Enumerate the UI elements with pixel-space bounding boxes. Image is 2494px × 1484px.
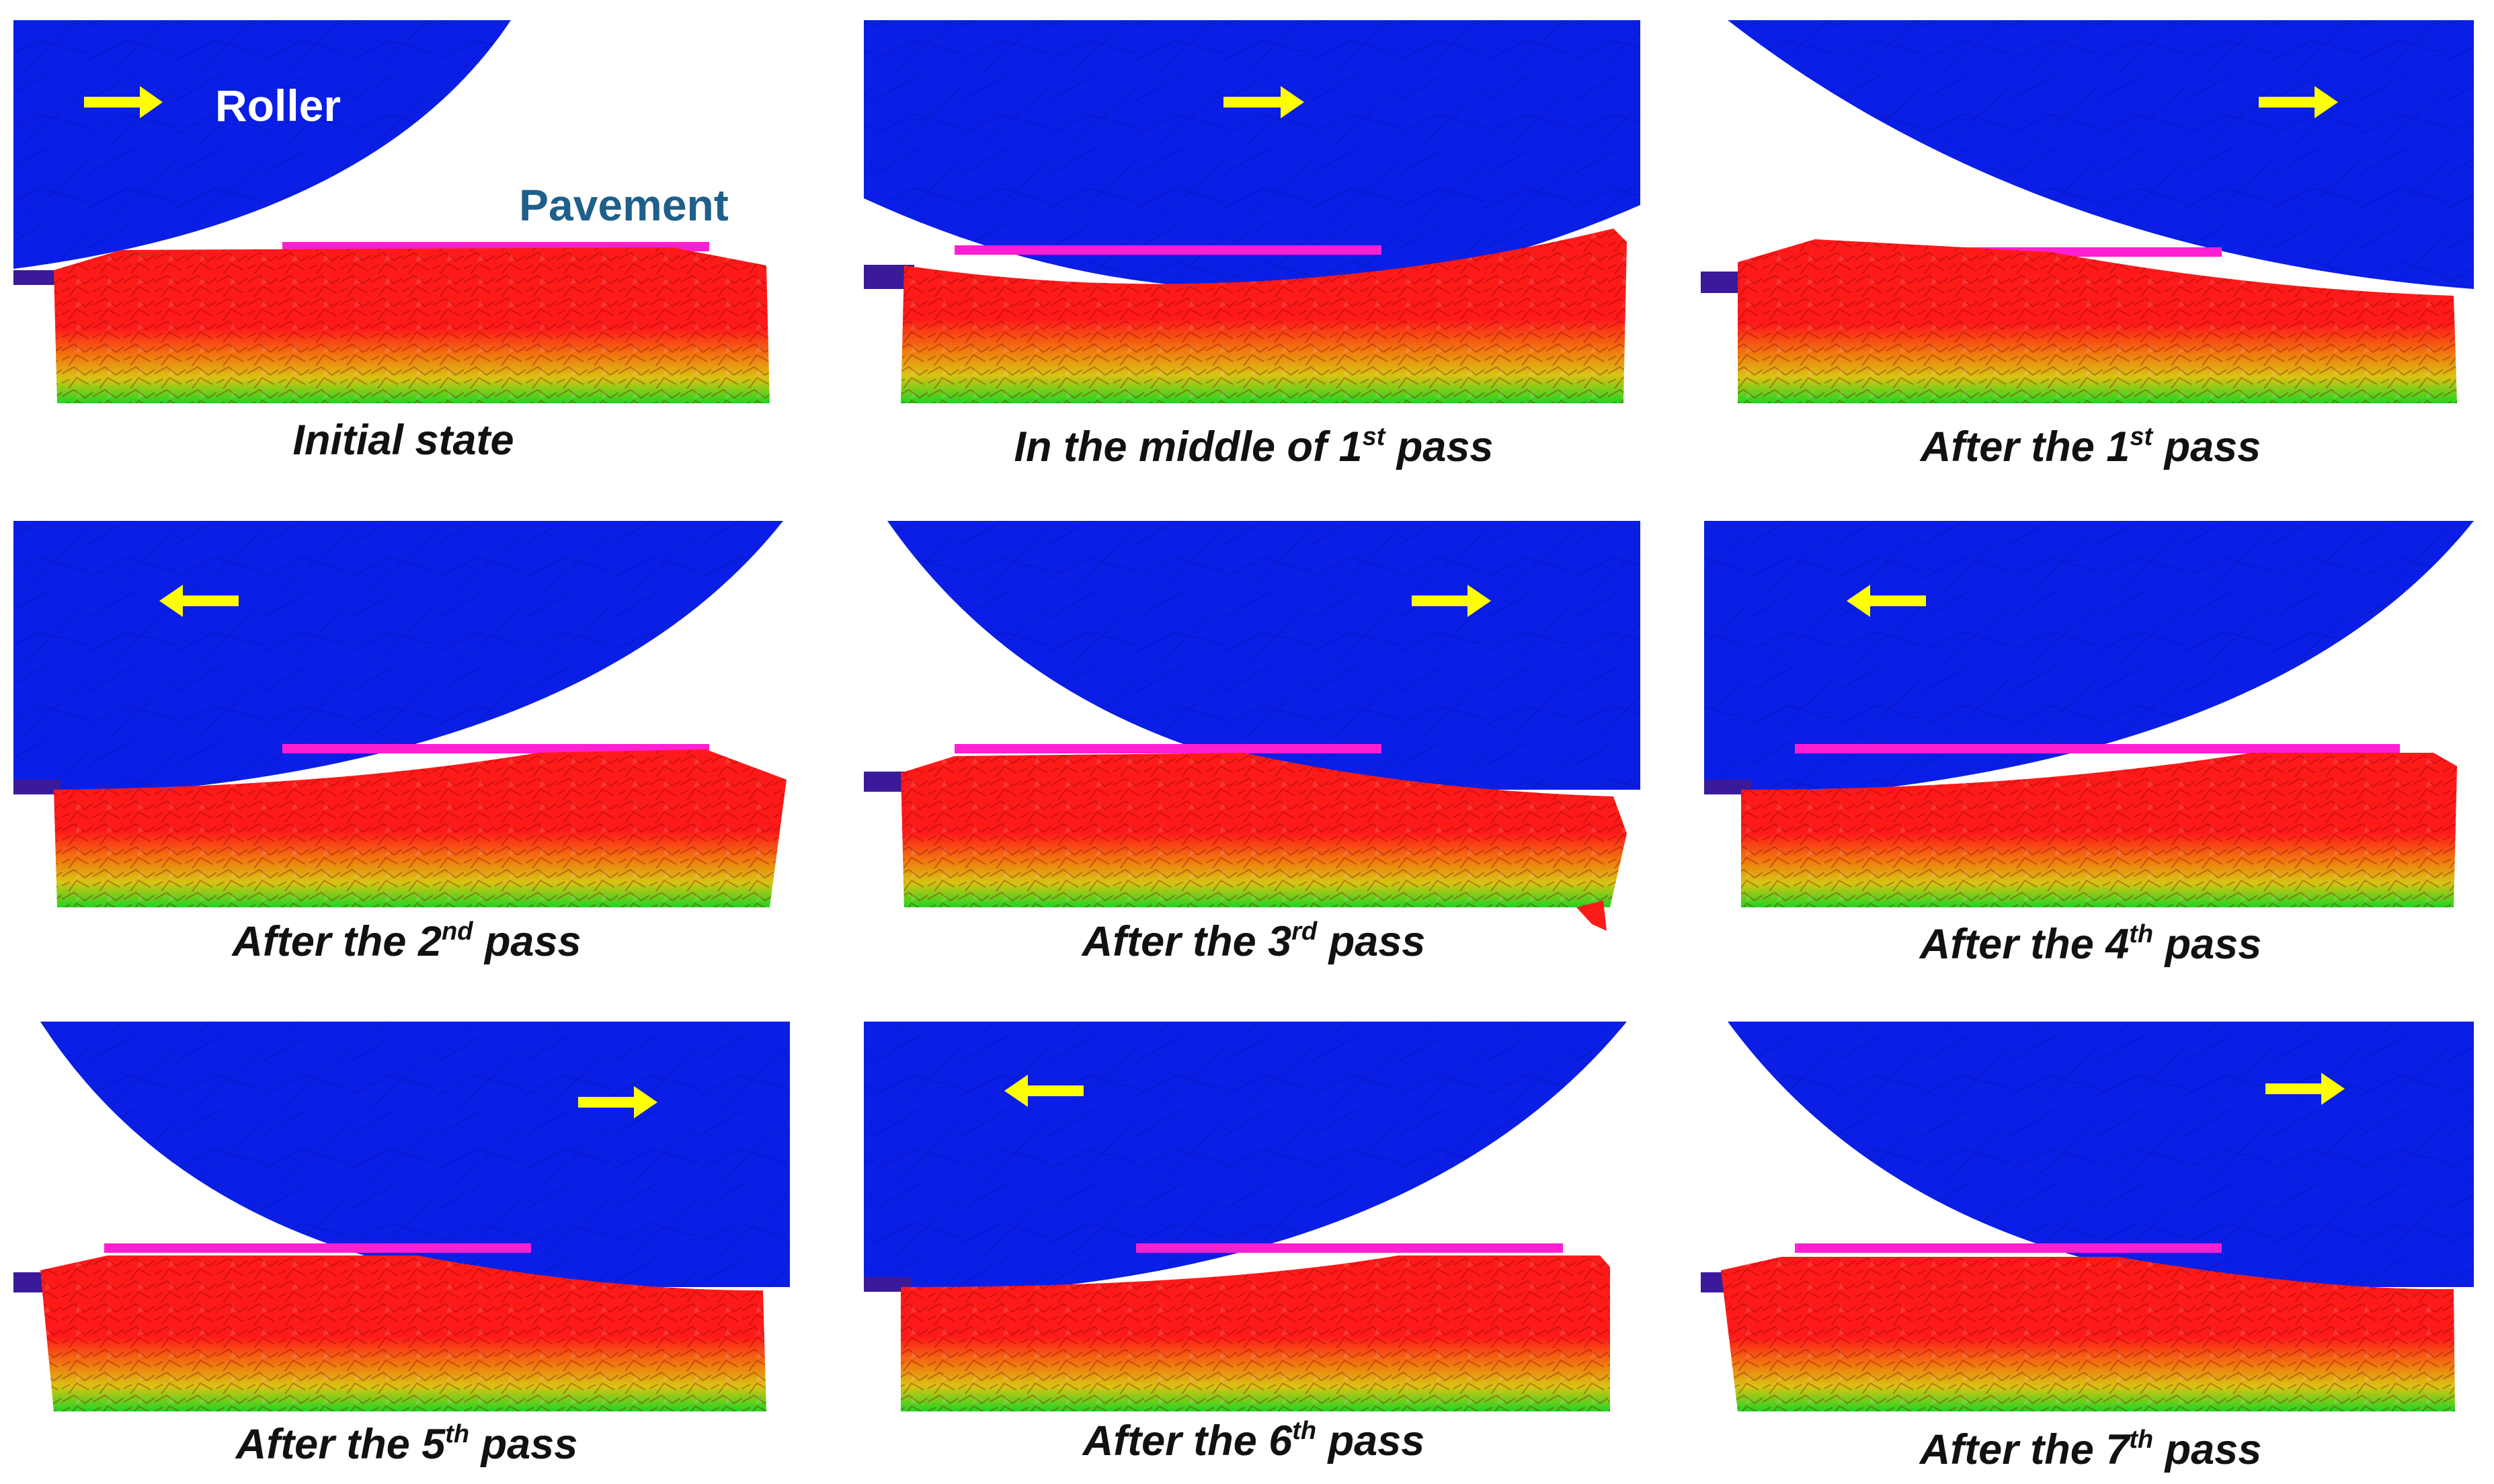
panel-middle-1st-pass: In the middle of 1st pass bbox=[864, 20, 1640, 470]
panel-caption: After the 3rd pass bbox=[1081, 917, 1426, 965]
mold-top bbox=[1795, 1243, 2222, 1253]
mold-top bbox=[955, 245, 1381, 255]
panel-after-3rd-pass: After the 3rd pass bbox=[864, 521, 1640, 965]
panel-after-4th-pass: After the 4th pass bbox=[1704, 521, 2474, 968]
roller-label: Roller bbox=[215, 81, 341, 130]
panel-caption: Initial state bbox=[292, 417, 514, 464]
panel-caption: In the middle of 1st pass bbox=[1014, 423, 1494, 470]
panel-caption: After the 1st pass bbox=[1919, 423, 2261, 470]
panel-after-2nd-pass: After the 2nd pass bbox=[13, 521, 787, 965]
panel-caption: After the 5th pass bbox=[235, 1420, 578, 1468]
panel-caption: After the 2nd pass bbox=[231, 917, 581, 965]
panel-after-1st-pass: After the 1st pass bbox=[1701, 20, 2474, 470]
base-plate bbox=[13, 780, 61, 794]
mold-top bbox=[955, 744, 1381, 753]
panel-initial-state: Roller Pavement Initial state bbox=[13, 20, 770, 464]
panel-caption: After the 6th pass bbox=[1082, 1417, 1425, 1465]
base-plate bbox=[13, 270, 61, 285]
panel-after-6th-pass: After the 6th pass bbox=[864, 1022, 1627, 1465]
panel-caption: After the 7th pass bbox=[1919, 1426, 2262, 1473]
mold-top bbox=[1795, 744, 2400, 753]
panel-after-5th-pass: After the 5th pass bbox=[13, 1022, 790, 1468]
panel-caption: After the 4th pass bbox=[1919, 920, 2262, 968]
panel-after-7th-pass: After the 7th pass bbox=[1701, 1022, 2474, 1473]
pavement-label: Pavement bbox=[519, 180, 729, 230]
mold-top bbox=[1136, 1243, 1563, 1253]
mold-top bbox=[104, 1243, 531, 1253]
